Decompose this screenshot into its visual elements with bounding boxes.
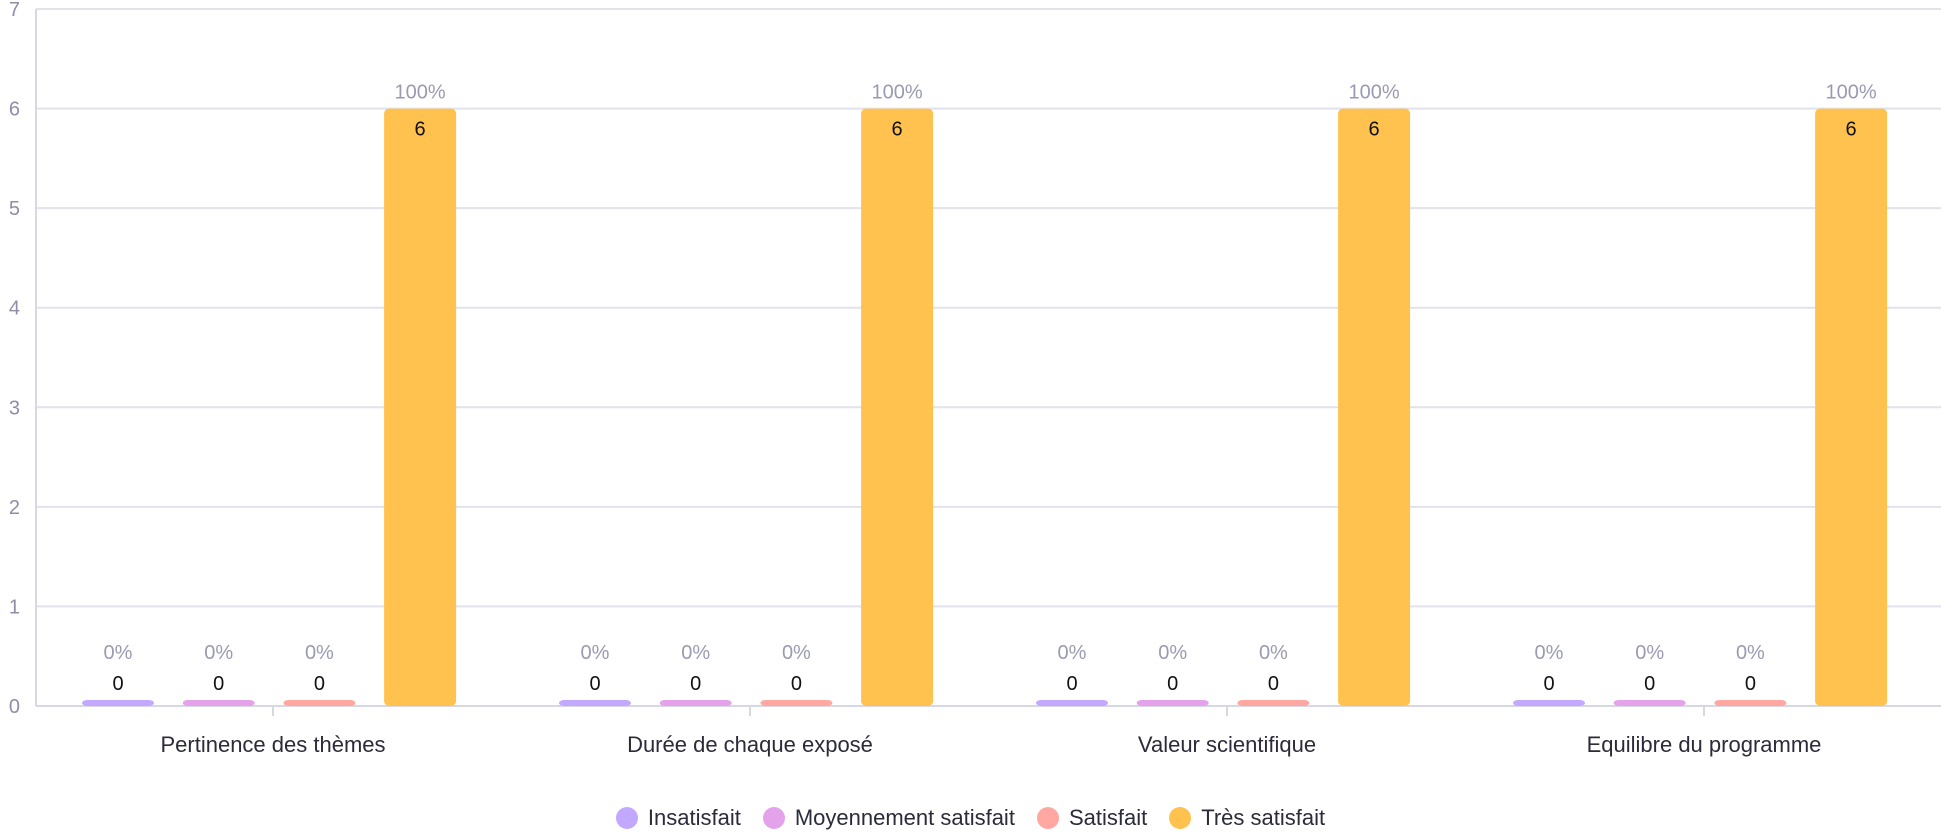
legend-swatch	[762, 807, 785, 829]
x-category-label: Equilibre du programme	[1587, 732, 1822, 757]
bar	[1714, 700, 1787, 706]
data-label: 0	[1167, 673, 1178, 695]
y-tick-label: 5	[9, 198, 20, 220]
bar	[1338, 108, 1411, 707]
percent-label: 0%	[104, 642, 133, 664]
bar	[1613, 700, 1686, 706]
data-label: 0	[112, 673, 123, 695]
legend-label: Moyennement satisfait	[794, 805, 1015, 830]
bar	[182, 700, 255, 706]
legend-item[interactable]: Insatisfait	[615, 805, 741, 831]
bar	[1513, 700, 1585, 706]
chart-legend: Insatisfait Moyennement satisfait Satisfai…	[0, 805, 1941, 831]
bar	[659, 700, 732, 706]
percent-label: 0%	[1058, 642, 1087, 664]
legend-swatch	[615, 807, 638, 829]
data-label: 6	[892, 119, 903, 141]
bar	[559, 700, 631, 706]
data-label: 6	[1369, 119, 1380, 141]
percent-label: 100%	[395, 82, 446, 104]
percent-label: 0%	[305, 642, 334, 664]
legend-swatch	[1036, 807, 1059, 829]
y-tick-label: 4	[9, 298, 20, 320]
bar	[82, 700, 154, 706]
data-label: 0	[314, 673, 325, 695]
y-tick-label: 1	[9, 596, 20, 618]
percent-label: 0%	[1158, 642, 1187, 664]
percent-label: 0%	[1635, 642, 1664, 664]
percent-label: 100%	[1826, 82, 1877, 104]
data-label: 0	[1268, 673, 1279, 695]
data-label: 0	[791, 673, 802, 695]
percent-label: 0%	[782, 642, 811, 664]
legend-item[interactable]: Très satisfait	[1169, 805, 1325, 831]
data-label: 0	[589, 673, 600, 695]
data-label: 6	[415, 119, 426, 141]
data-label: 0	[1644, 673, 1655, 695]
legend-item[interactable]: Moyennement satisfait	[762, 805, 1015, 831]
bar	[1815, 108, 1888, 707]
legend-item[interactable]: Satisfait	[1036, 805, 1148, 831]
data-label: 0	[213, 673, 224, 695]
data-label: 0	[1745, 673, 1756, 695]
x-category-label: Valeur scientifique	[1138, 732, 1316, 757]
bar	[1136, 700, 1209, 706]
data-label: 0	[1066, 673, 1077, 695]
y-tick-label: 2	[9, 497, 20, 519]
y-tick-label: 0	[9, 696, 20, 718]
percent-label: 0%	[204, 642, 233, 664]
bar	[1237, 700, 1310, 706]
y-tick-label: 6	[9, 99, 20, 121]
percent-label: 0%	[681, 642, 710, 664]
bar	[1036, 700, 1108, 706]
data-label: 0	[1543, 673, 1554, 695]
legend-label: Très satisfait	[1201, 805, 1326, 830]
percent-label: 0%	[1736, 642, 1765, 664]
bar	[760, 700, 833, 706]
percent-label: 0%	[1535, 642, 1564, 664]
bar	[283, 700, 356, 706]
x-category-label: Pertinence des thèmes	[160, 732, 385, 757]
legend-swatch	[1169, 807, 1192, 829]
percent-label: 0%	[1259, 642, 1288, 664]
y-tick-label: 7	[9, 0, 20, 21]
bar	[384, 108, 457, 707]
legend-label: Insatisfait	[647, 805, 741, 830]
bar-chart: 0 1 2 3 4 5 6 7 Pertinence des thèmes 0% 0 0% 0 0% 0 10…	[9, 0, 1941, 757]
bar	[861, 108, 934, 707]
data-label: 0	[690, 673, 701, 695]
percent-label: 0%	[581, 642, 610, 664]
percent-label: 100%	[1349, 82, 1400, 104]
x-category-label: Durée de chaque exposé	[627, 732, 873, 757]
y-tick-label: 3	[9, 397, 20, 419]
data-label: 6	[1846, 119, 1857, 141]
percent-label: 100%	[872, 82, 923, 104]
legend-label: Satisfait	[1068, 805, 1148, 830]
